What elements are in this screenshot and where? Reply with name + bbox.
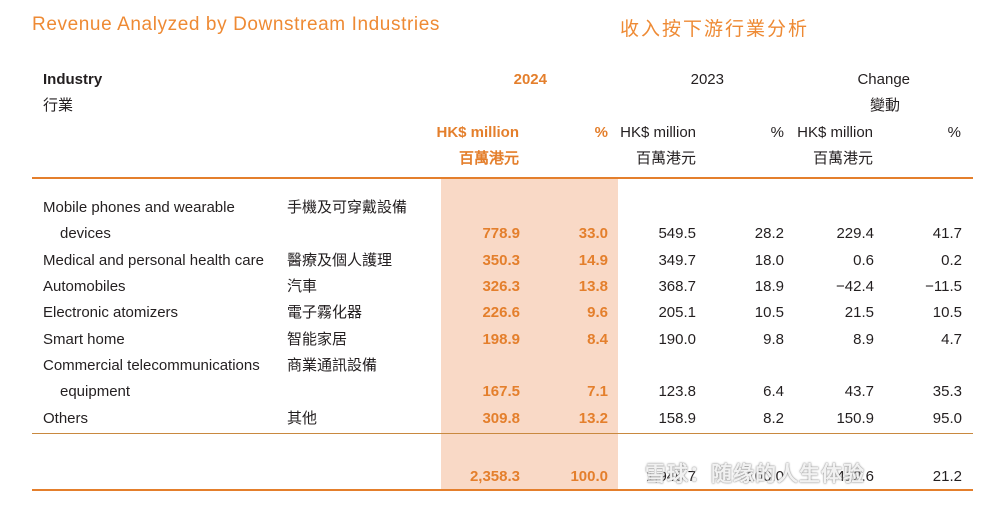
row-pct-change: 95.0 <box>932 410 962 427</box>
row-value-2023: 190.0 <box>658 331 696 348</box>
total-value-2024: 2,358.3 <box>469 468 520 485</box>
pct-2024: % <box>594 124 608 141</box>
row-pct-2023: 9.8 <box>763 331 784 348</box>
row-value-2023: 205.1 <box>658 304 696 321</box>
row-pct-2024: 8.4 <box>587 331 608 348</box>
row-change: 0.6 <box>853 252 874 269</box>
row-value-2024: 326.3 <box>482 278 520 295</box>
watermark-text: 雪球：随缘的人生体验 <box>645 463 865 486</box>
row-pct-2024: 9.6 <box>587 304 608 321</box>
total-pct-2024: 100.0 <box>570 468 608 485</box>
unit-2023-zh: 百萬港元 <box>635 150 696 167</box>
row-label-en-cont: equipment <box>60 383 131 400</box>
row-pct-2023: 8.2 <box>763 410 784 427</box>
row-change: −42.4 <box>836 278 874 295</box>
row-change: 229.4 <box>836 225 874 242</box>
row-pct-change: 35.3 <box>932 383 962 400</box>
header-year-2024: 2024 <box>513 71 547 88</box>
header-year-2023: 2023 <box>690 71 724 88</box>
header-divider <box>32 177 973 179</box>
row-pct-2023: 18.0 <box>754 252 784 269</box>
row-pct-change: 4.7 <box>941 331 962 348</box>
row-label-zh: 手機及可穿戴設備 <box>287 199 408 216</box>
row-label-en: Others <box>43 410 89 427</box>
pct-2023: % <box>770 124 784 141</box>
row-pct-change: 0.2 <box>941 252 962 269</box>
row-pct-change: −11.5 <box>925 278 962 295</box>
row-pct-2024: 13.2 <box>578 410 608 427</box>
header-industry-en: Industry <box>43 71 103 88</box>
row-label-en: Commercial telecommunications <box>43 357 260 374</box>
row-pct-change: 41.7 <box>932 225 962 242</box>
section-title-en: Revenue Analyzed by Downstream Industrie… <box>32 14 440 35</box>
row-value-2023: 158.9 <box>658 410 696 427</box>
row-pct-2023: 10.5 <box>754 304 784 321</box>
row-value-2024: 778.9 <box>482 225 520 242</box>
row-pct-2023: 6.4 <box>763 383 784 400</box>
unit-2023-en: HK$ million <box>620 124 696 141</box>
pct-change: % <box>947 124 961 141</box>
row-change: 43.7 <box>844 383 874 400</box>
row-value-2023: 123.8 <box>658 383 696 400</box>
row-value-2023: 368.7 <box>658 278 696 295</box>
row-value-2024: 226.6 <box>482 304 520 321</box>
row-label-zh: 汽車 <box>287 278 318 295</box>
row-label-en: Automobiles <box>43 278 126 295</box>
row-value-2024: 350.3 <box>482 252 520 269</box>
row-label-zh: 醫療及個人護理 <box>287 252 393 269</box>
row-value-2024: 309.8 <box>482 410 520 427</box>
unit-2024-en: HK$ million <box>436 124 519 141</box>
highlight-2024-column <box>441 178 618 490</box>
row-value-2023: 549.5 <box>658 225 696 242</box>
total-divider <box>32 433 973 434</box>
unit-change-zh: 百萬港元 <box>812 150 873 167</box>
row-label-zh: 智能家居 <box>287 331 348 348</box>
row-label-en-cont: devices <box>60 225 111 242</box>
row-value-2024: 198.9 <box>482 331 520 348</box>
row-change: 150.9 <box>836 410 874 427</box>
row-pct-2024: 14.9 <box>578 252 608 269</box>
row-value-2023: 349.7 <box>658 252 696 269</box>
header-change-en: Change <box>857 71 910 88</box>
row-value-2024: 167.5 <box>482 383 520 400</box>
row-change: 21.5 <box>844 304 874 321</box>
row-change: 8.9 <box>853 331 874 348</box>
total-pct-2023: 100.0 <box>746 468 784 485</box>
row-pct-2024: 33.0 <box>578 225 608 242</box>
row-pct-2024: 13.8 <box>578 278 608 295</box>
bottom-rule <box>32 489 973 491</box>
row-label-zh: 商業通訊設備 <box>287 357 378 374</box>
section-title-zh: 收入按下游行業分析 <box>620 19 810 40</box>
header-change-zh: 變動 <box>869 97 900 114</box>
row-label-en: Mobile phones and wearable <box>43 199 235 216</box>
row-pct-2024: 7.1 <box>587 383 608 400</box>
total-pct-change: 21.2 <box>932 468 962 485</box>
total-change: 412.6 <box>836 468 874 485</box>
row-label-en: Electronic atomizers <box>43 304 179 321</box>
row-label-zh: 電子霧化器 <box>287 304 363 321</box>
unit-2024-zh: 百萬港元 <box>458 150 519 167</box>
unit-change-en: HK$ million <box>797 124 873 141</box>
row-pct-2023: 28.2 <box>754 225 784 242</box>
row-pct-change: 10.5 <box>932 304 962 321</box>
row-pct-2023: 18.9 <box>754 278 784 295</box>
total-value-2023: 1,946.7 <box>645 468 696 485</box>
header-industry-zh: 行業 <box>43 97 74 114</box>
row-label-en: Medical and personal health care <box>43 252 264 269</box>
row-label-zh: 其他 <box>287 410 318 427</box>
row-label-en: Smart home <box>43 331 125 348</box>
